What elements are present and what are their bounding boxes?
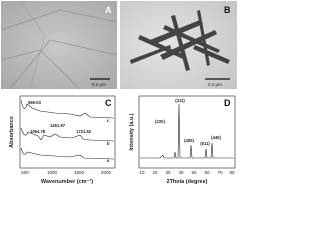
- x-ticks: 10 20 30 40 50 60 70 80: [139, 170, 235, 175]
- peak-annotation: 569.03: [28, 100, 41, 105]
- panel-a: A 0.2 μm: [0, 0, 118, 90]
- x-tick-label: 1000: [47, 170, 58, 175]
- scale-bar-label: 0.2 μm: [208, 82, 222, 87]
- peak-label: (311): [175, 98, 185, 103]
- curve-label: a: [107, 158, 110, 163]
- sheet-edges: [19, 0, 46, 90]
- peak-annotation: 1721.52: [76, 129, 92, 134]
- tem-image: [120, 1, 237, 89]
- spectrum-c: [20, 99, 115, 119]
- sheet-edges: [0, 9, 118, 90]
- plot-frame: [19, 95, 116, 169]
- scale-bar-label: 0.2 μm: [92, 82, 106, 87]
- peak-label: (440): [211, 135, 221, 140]
- x-tick-label: 30: [165, 170, 171, 175]
- peak-label: (220): [155, 119, 165, 124]
- panel-letter: D: [224, 98, 231, 108]
- panel-letter: B: [224, 5, 231, 15]
- panel-letter: A: [105, 5, 112, 15]
- panel-c: C 569.03 1064.78 1261.97 1721.52 c b a 5…: [9, 95, 116, 185]
- peak-label: (400): [184, 138, 194, 143]
- curve-label: b: [107, 141, 110, 146]
- spectrum-b: [20, 127, 115, 142]
- x-tick-label: 1500: [74, 170, 85, 175]
- y-axis-label: Intensity (a.u.): [129, 113, 135, 150]
- plot-frame: [138, 95, 236, 169]
- x-tick-label: 60: [204, 170, 210, 175]
- x-tick-label: 10: [139, 170, 145, 175]
- x-axis-label: 2Theta (degree): [167, 179, 208, 185]
- x-ticks: 500 1000 1500 2000: [21, 170, 111, 175]
- x-axis-label: Wavenumber (cm⁻¹): [41, 178, 93, 185]
- x-tick-label: 20: [152, 170, 158, 175]
- x-tick-label: 80: [229, 170, 235, 175]
- panel-b: B 0.2 μm: [120, 1, 237, 89]
- xrd-pattern: [140, 103, 234, 159]
- x-tick-label: 50: [191, 170, 197, 175]
- spectrum-a: [20, 147, 115, 160]
- peak-annotation: 1261.97: [50, 123, 66, 128]
- peak-label: (511): [200, 141, 210, 146]
- panel-d: D (220) (311) (400) (511) (440) 10 20 30…: [129, 95, 236, 185]
- x-tick-label: 70: [217, 170, 223, 175]
- tem-image: [1, 1, 117, 89]
- panel-letter: C: [105, 98, 112, 108]
- peak-annotation: 1064.78: [30, 129, 46, 134]
- figure: A 0.2 μm B 0.2 μm C 569.03 1064.78 1261.…: [0, 0, 237, 185]
- x-tick-label: 2000: [101, 170, 112, 175]
- x-tick-label: 500: [21, 170, 29, 175]
- x-tick-label: 40: [178, 170, 184, 175]
- curve-label: c: [107, 118, 110, 123]
- nanorods: [130, 10, 230, 71]
- y-axis-label: Absorbance: [9, 116, 15, 148]
